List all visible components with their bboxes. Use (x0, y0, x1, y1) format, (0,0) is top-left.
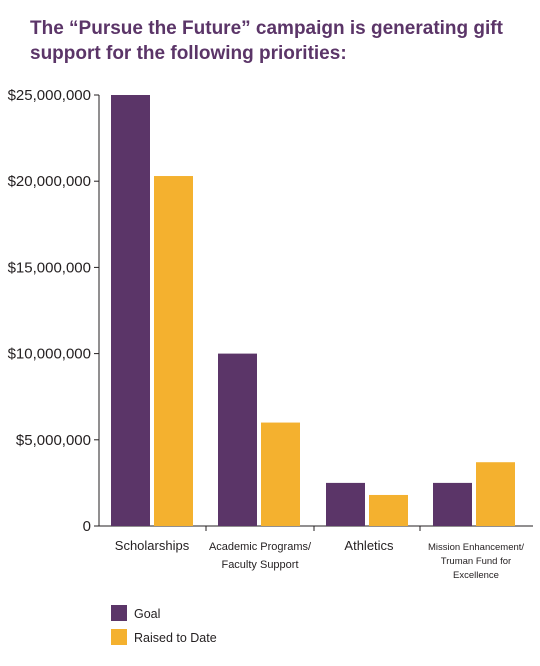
bars (111, 95, 515, 526)
y-tick-label: $25,000,000 (8, 87, 91, 104)
legend-label: Goal (134, 607, 160, 621)
labels: 0 $5,000,000 $10,000,000 $15,000,000 $20,000… (8, 87, 525, 581)
raised-bar-2 (261, 422, 300, 526)
x-category-label: Excellence (453, 570, 499, 581)
y-tick-label: 0 (83, 518, 91, 535)
x-category-label: Faculty Support (221, 559, 298, 571)
x-category-label: Truman Fund for (441, 556, 511, 567)
goal-bar-3 (326, 482, 365, 526)
legend-label: Raised to Date (134, 631, 217, 645)
x-category-label: Academic Programs/ (209, 541, 312, 553)
goal-bar-1 (111, 95, 150, 526)
y-tick-label: $10,000,000 (8, 346, 91, 363)
x-category-label: Mission Enhancement/ (428, 542, 524, 553)
y-tick-label: $15,000,000 (8, 259, 91, 276)
legend: Goal Raised to Date (111, 605, 217, 645)
goal-bar-2 (218, 353, 257, 526)
x-category-label: Scholarships (115, 538, 190, 553)
legend-swatch-goal (111, 605, 127, 621)
x-category-label: Athletics (344, 538, 394, 553)
chart-title: The “Pursue the Future” campaign is gene… (30, 18, 503, 64)
y-tick-label: $5,000,000 (16, 432, 91, 449)
raised-bar-1 (154, 176, 193, 526)
raised-bar-3 (369, 494, 408, 526)
raised-bar-4 (476, 462, 515, 526)
legend-swatch-raised (111, 629, 127, 645)
y-tick-label: $20,000,000 (8, 173, 91, 190)
goal-bar-4 (433, 482, 472, 526)
